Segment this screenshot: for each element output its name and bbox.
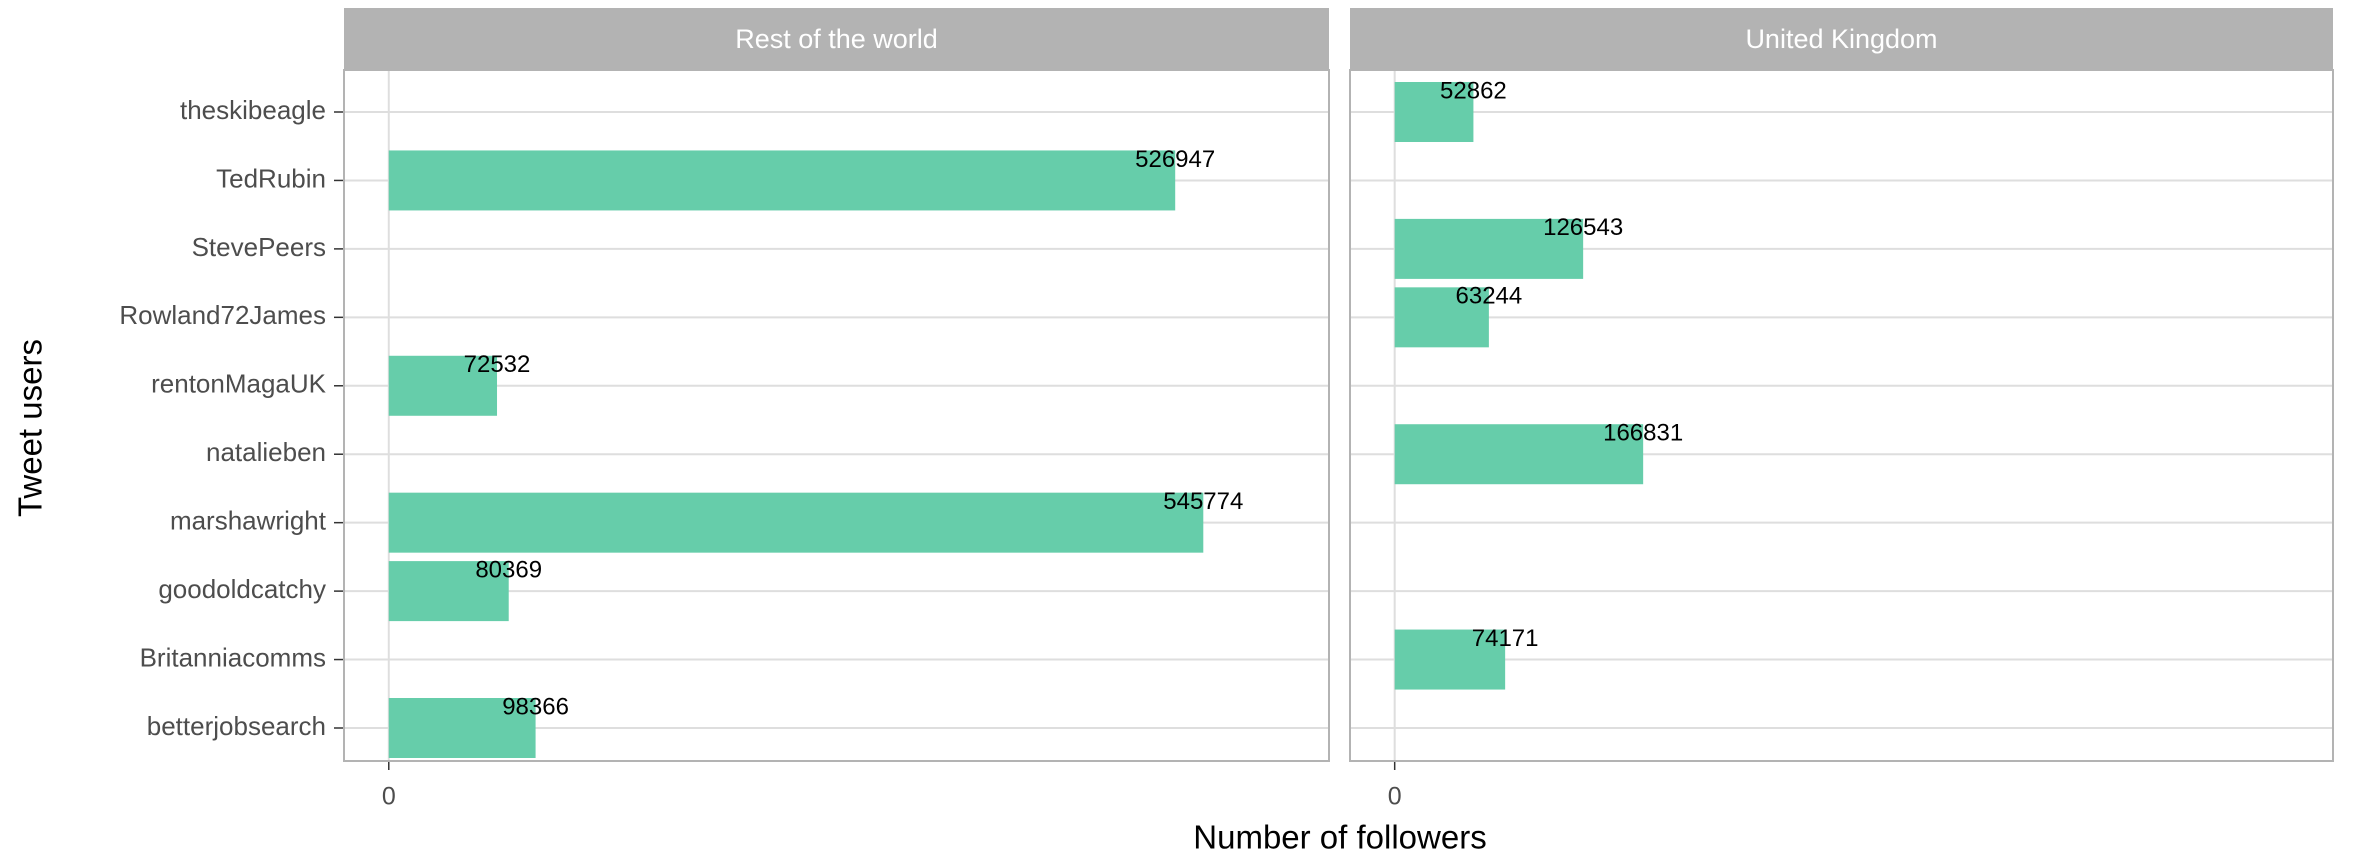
data-label: 545774 xyxy=(1163,488,1243,515)
panel-border xyxy=(1349,69,2334,762)
bar xyxy=(1394,82,1474,142)
facet-title: United Kingdom xyxy=(1745,24,1937,54)
bar xyxy=(388,698,536,758)
y-tick-label: Britanniacomms xyxy=(140,642,326,672)
data-label: 126543 xyxy=(1543,214,1623,241)
panel-border xyxy=(343,69,1330,762)
y-tick-label: TedRubin xyxy=(216,163,326,193)
y-tick-label: betterjobsearch xyxy=(147,711,326,741)
x-tick-label: 0 xyxy=(382,783,396,811)
bar xyxy=(388,492,1204,553)
bar xyxy=(1394,424,1644,485)
data-label: 166831 xyxy=(1603,420,1683,447)
facet-strip xyxy=(344,8,1329,70)
facet-title: Rest of the world xyxy=(735,24,938,54)
y-tick-label: marshawright xyxy=(170,506,327,536)
bar xyxy=(388,355,498,416)
data-label: 52862 xyxy=(1440,77,1507,104)
data-label: 63244 xyxy=(1456,283,1523,310)
bar xyxy=(1394,629,1506,690)
bar xyxy=(388,561,509,622)
data-label: 80369 xyxy=(475,556,542,583)
y-tick-label: theskibeagle xyxy=(180,95,326,125)
y-tick-label: natalieben xyxy=(206,437,326,467)
data-label: 74171 xyxy=(1472,625,1539,652)
facet-strip xyxy=(1350,8,2333,70)
x-axis-title: Number of followers xyxy=(1193,819,1486,856)
bar xyxy=(388,150,1176,211)
y-axis-title: Tweet users xyxy=(12,339,49,517)
data-label: 98366 xyxy=(502,693,569,720)
y-tick-label: goodoldcatchy xyxy=(158,574,326,604)
y-tick-label: Rowland72James xyxy=(119,300,326,330)
data-label: 72532 xyxy=(464,351,531,378)
y-tick-label: rentonMagaUK xyxy=(151,369,327,399)
bar xyxy=(1394,218,1584,279)
y-tick-label: StevePeers xyxy=(192,232,326,262)
bar xyxy=(1394,287,1489,348)
data-label: 526947 xyxy=(1135,146,1215,173)
x-tick-label: 0 xyxy=(1388,783,1402,811)
